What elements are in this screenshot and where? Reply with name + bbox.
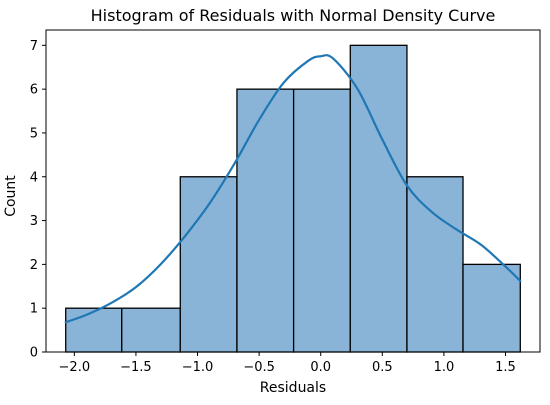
- histogram-bar: [65, 307, 123, 353]
- plot-frame: [45, 29, 541, 353]
- x-tick-label: −2.0: [59, 360, 91, 375]
- histogram-bar: [121, 307, 181, 353]
- x-tick-label: −0.5: [243, 360, 275, 375]
- density-curve: [64, 54, 522, 324]
- y-tick-label: 7: [30, 39, 38, 54]
- histogram-bar: [406, 176, 464, 353]
- y-tick-label: 4: [30, 170, 38, 185]
- y-tick-label: 5: [30, 126, 38, 141]
- histogram-bar: [462, 263, 521, 353]
- x-tick-label: 0.5: [372, 360, 393, 375]
- y-tick-label: 6: [30, 83, 38, 98]
- y-tick-label: 2: [30, 258, 38, 273]
- x-axis-label: Residuals: [260, 380, 326, 396]
- y-tick-label: 0: [30, 346, 38, 361]
- y-axis-label: Count: [3, 175, 19, 217]
- y-tick-label: 1: [30, 302, 38, 317]
- chart-title: Histogram of Residuals with Normal Densi…: [91, 6, 496, 25]
- x-tick-label: 0.0: [310, 360, 331, 375]
- bars-layer: [65, 44, 521, 353]
- x-tick-label: −1.5: [120, 360, 152, 375]
- x-axis-ticks: −2.0 −1.5 −1.0 −0.5 0.0 0.5 1.0 1.5: [59, 352, 516, 375]
- histogram-bar: [292, 88, 351, 353]
- x-tick-label: 1.5: [495, 360, 516, 375]
- y-tick-label: 3: [30, 214, 38, 229]
- histogram-bar: [236, 88, 295, 353]
- y-axis-ticks: 0 1 2 3 4 5 6 7: [30, 39, 46, 361]
- x-tick-label: 1.0: [434, 360, 455, 375]
- x-tick-label: −1.0: [182, 360, 214, 375]
- histogram-bar: [349, 44, 408, 353]
